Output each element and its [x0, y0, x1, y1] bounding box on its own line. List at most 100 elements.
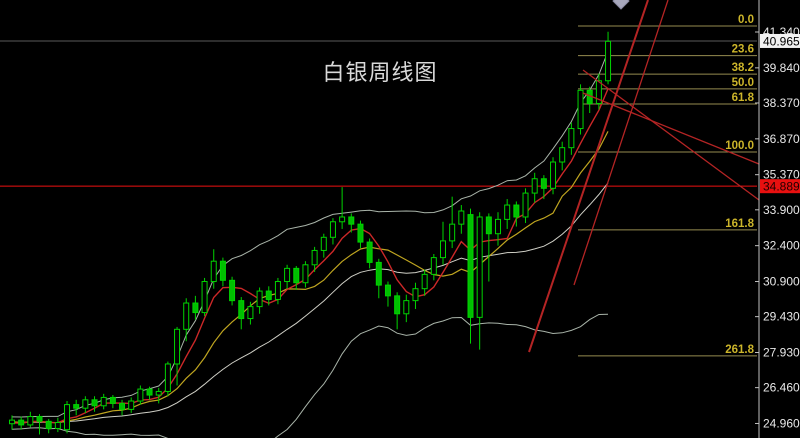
- price-badges: 40.965 34.889: [760, 33, 800, 194]
- bear-candle-body: [219, 260, 226, 281]
- bollinger-middle-band: [11, 182, 609, 424]
- bull-candle-body: [495, 218, 502, 235]
- fib-label: 161.8: [725, 218, 754, 230]
- bull-candle-body: [64, 404, 71, 431]
- bear-candle-body: [348, 216, 355, 225]
- bear-candle-body: [36, 416, 43, 422]
- bear-candle-body: [384, 284, 391, 297]
- bull-candle-body: [412, 288, 419, 302]
- axis-price-label: 29.430: [763, 310, 800, 324]
- bull-candle-body: [183, 302, 190, 330]
- bull-candle-body: [577, 89, 584, 130]
- fib-label: 261.8: [725, 344, 754, 356]
- ascending-channel-lower[interactable]: [528, 0, 649, 353]
- bull-candle-body: [531, 178, 538, 194]
- bear-candle-body: [265, 290, 272, 300]
- slow-ma-line: [11, 131, 609, 424]
- bull-candle-body: [137, 388, 144, 402]
- bull-candle-body: [458, 210, 465, 225]
- axis-price-label: 38.370: [763, 96, 800, 110]
- bull-candle-body: [320, 236, 327, 251]
- bollinger-upper-band: [11, 51, 609, 418]
- chart-title: 白银周线图: [322, 60, 438, 85]
- axis-price-label: 30.900: [763, 275, 800, 289]
- bear-candle-body: [192, 302, 199, 314]
- bull-candle-body: [274, 281, 281, 300]
- bull-candle-body: [82, 399, 89, 409]
- bull-candle-body: [439, 240, 446, 259]
- bull-candle-body: [100, 396, 107, 407]
- bear-candle-body: [73, 404, 80, 409]
- price-axis[interactable]: 41.34039.84038.37036.87035.37033.90032.4…: [755, 0, 800, 438]
- bear-candle-body: [540, 178, 547, 189]
- bull-candle-body: [54, 422, 61, 430]
- bull-candle-body: [302, 264, 309, 284]
- bull-candle-body: [9, 419, 15, 425]
- fibonacci-retracement[interactable]: 0.0 23.6 38.2 50.0 61.8 100.0 161.8 261.8: [578, 14, 757, 357]
- bear-candle-body: [45, 420, 52, 430]
- bull-candle-body: [403, 300, 410, 315]
- fib-label: 100.0: [725, 140, 754, 152]
- axis-price-label: 36.870: [763, 132, 800, 146]
- bull-candle-body: [430, 257, 437, 275]
- axis-price-label: 35.370: [763, 168, 800, 182]
- bull-candle-body: [210, 260, 217, 283]
- bull-candle-body: [421, 273, 428, 290]
- bear-candle-body: [91, 399, 98, 407]
- current-price-badge: [760, 33, 800, 48]
- bull-candle-body: [504, 204, 511, 220]
- alert-price-badge: [760, 179, 800, 194]
- descending-line-steep[interactable]: [582, 69, 760, 201]
- fib-label: 50.0: [732, 77, 754, 89]
- axis-price-label: 32.400: [763, 239, 800, 253]
- bear-candle-body: [109, 396, 116, 404]
- descending-line-shallow[interactable]: [582, 92, 760, 165]
- candles-layer: [9, 31, 612, 435]
- horizontal-price-lines: [0, 40, 757, 187]
- bear-candle-body: [467, 214, 474, 318]
- bear-candle-body: [357, 223, 364, 243]
- bull-candle-body: [476, 216, 483, 318]
- bear-candle-body: [119, 402, 126, 410]
- bull-candle-body: [27, 416, 34, 426]
- fib-label: 0.0: [738, 14, 754, 26]
- axis-price-label: 26.460: [763, 381, 800, 395]
- bull-candle-body: [595, 80, 602, 104]
- bull-candle-body: [449, 223, 456, 242]
- axis-price-label: 39.840: [763, 61, 800, 75]
- alert-price-badge-text: 34.889: [763, 180, 800, 194]
- bear-candle-body: [375, 261, 382, 286]
- bull-candle-body: [339, 216, 346, 223]
- bull-candle-body: [247, 306, 254, 320]
- fib-label: 61.8: [732, 92, 755, 104]
- bear-candle-body: [18, 419, 25, 426]
- fast-ma-line: [11, 88, 609, 424]
- trend-lines[interactable]: [528, 0, 760, 353]
- bear-candle-body: [485, 216, 492, 235]
- cursor-diamond-icon[interactable]: [612, 0, 630, 10]
- bull-candle-body: [201, 281, 208, 314]
- bull-candle-body: [256, 290, 263, 308]
- ascending-channel-upper[interactable]: [573, 0, 669, 286]
- bear-candle-body: [293, 267, 300, 284]
- bull-candle-body: [128, 400, 135, 410]
- bear-candle-body: [366, 241, 373, 263]
- bull-candle-body: [550, 161, 557, 189]
- bear-candle-body: [146, 388, 153, 396]
- diamond-icon[interactable]: [612, 0, 630, 10]
- bear-candle-body: [513, 204, 520, 218]
- bear-candle-body: [238, 300, 245, 320]
- fib-label: 23.6: [732, 44, 754, 56]
- bull-candle-body: [605, 40, 612, 82]
- axis-price-label: 27.930: [763, 345, 800, 359]
- bull-candle-body: [311, 249, 318, 266]
- bull-candle-body: [329, 221, 336, 238]
- bull-candle-body: [284, 267, 291, 283]
- bear-candle-body: [394, 295, 401, 315]
- current-price-badge-text: 40.965: [763, 34, 800, 48]
- bollinger-lower-band: [11, 313, 609, 438]
- bear-candle-body: [229, 279, 236, 302]
- bull-candle-body: [522, 192, 529, 218]
